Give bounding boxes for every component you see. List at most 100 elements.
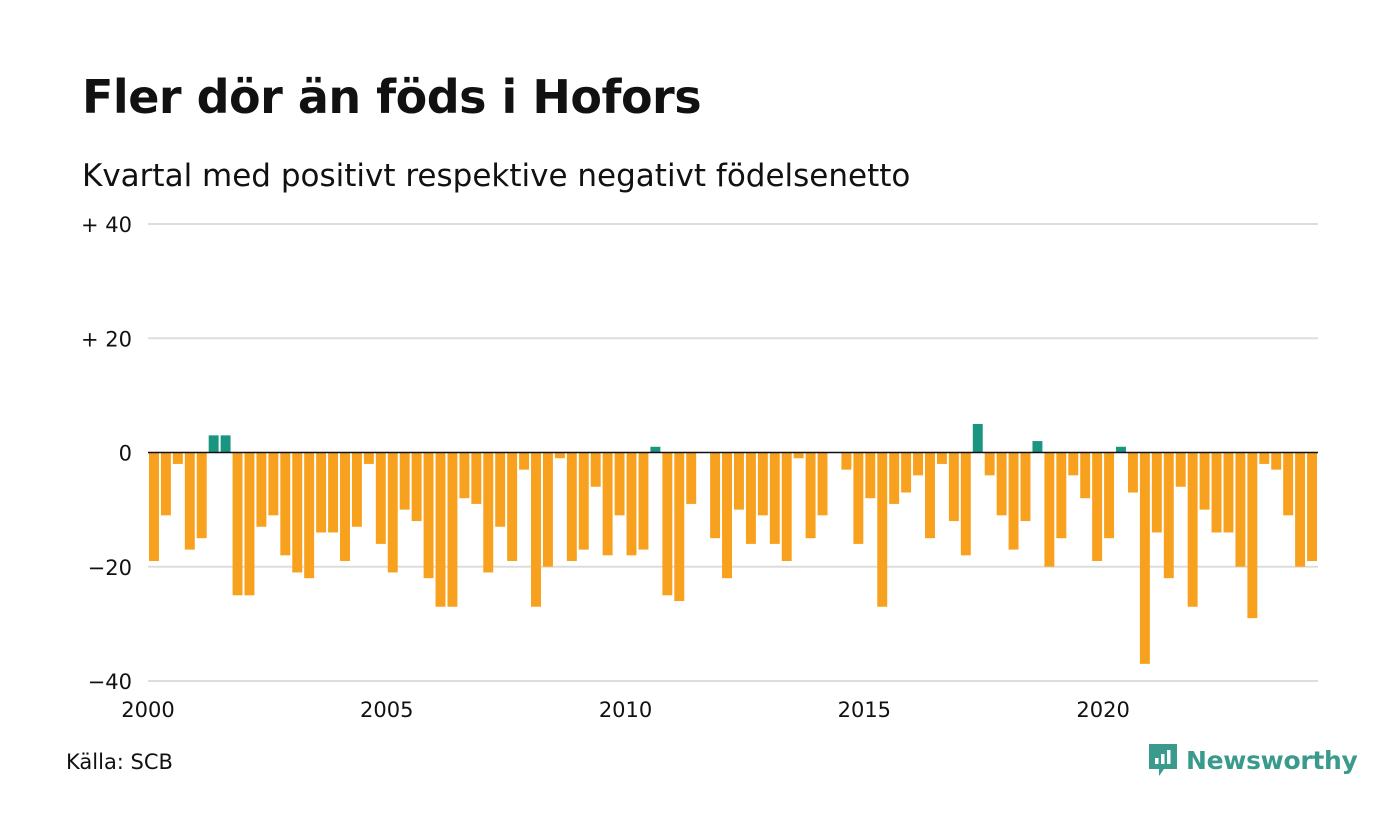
x-tick-label: 2010 bbox=[599, 698, 652, 722]
bar bbox=[1163, 452, 1174, 579]
bar bbox=[220, 435, 231, 453]
bar bbox=[149, 452, 159, 562]
bar bbox=[244, 452, 255, 596]
x-tick-label: 2005 bbox=[360, 698, 413, 722]
bar bbox=[757, 452, 768, 516]
bar bbox=[1151, 452, 1162, 533]
bar bbox=[447, 452, 458, 607]
bar bbox=[1044, 452, 1055, 567]
bar bbox=[1235, 452, 1246, 567]
bar bbox=[817, 452, 828, 516]
bar bbox=[901, 452, 912, 493]
x-tick-label: 2015 bbox=[838, 698, 891, 722]
bar bbox=[172, 452, 183, 464]
bar bbox=[351, 452, 362, 527]
bar bbox=[1068, 452, 1079, 476]
bar bbox=[1020, 452, 1031, 522]
bar bbox=[841, 452, 852, 470]
bar bbox=[1259, 452, 1270, 464]
bar bbox=[566, 452, 577, 562]
bar bbox=[805, 452, 816, 539]
bar bbox=[542, 452, 553, 567]
bar bbox=[913, 452, 924, 476]
bar bbox=[292, 452, 303, 573]
x-tick-label: 2020 bbox=[1076, 698, 1129, 722]
bar-chart: + 40 + 20 0 −20 −40 2000 2005 2010 2015 2020 bbox=[81, 213, 1318, 722]
bar bbox=[1247, 452, 1258, 619]
bar bbox=[578, 452, 589, 550]
bar bbox=[1127, 452, 1138, 493]
bar bbox=[519, 452, 530, 470]
bar bbox=[877, 452, 888, 607]
bar bbox=[399, 452, 410, 510]
bar bbox=[614, 452, 625, 516]
bar bbox=[208, 435, 219, 453]
bar bbox=[268, 452, 279, 516]
bar bbox=[328, 452, 339, 533]
bar bbox=[745, 452, 756, 544]
bar bbox=[1008, 452, 1019, 550]
bar bbox=[1032, 441, 1043, 453]
bar bbox=[160, 452, 171, 516]
bar bbox=[184, 452, 195, 550]
bar bbox=[340, 452, 350, 562]
chart-title: Fler dör än föds i Hofors bbox=[82, 70, 702, 124]
bar bbox=[280, 452, 291, 556]
bar bbox=[948, 452, 959, 522]
bar bbox=[387, 452, 398, 573]
newsworthy-logo-icon bbox=[1149, 744, 1177, 776]
bar bbox=[1283, 452, 1294, 516]
bar bbox=[650, 446, 661, 453]
bar bbox=[1092, 452, 1103, 562]
bar bbox=[1104, 452, 1115, 539]
bar bbox=[316, 452, 327, 533]
bar bbox=[435, 452, 446, 607]
bar bbox=[1295, 452, 1306, 567]
bar bbox=[232, 452, 243, 596]
gridlines bbox=[148, 223, 1318, 682]
bar bbox=[734, 452, 744, 510]
bar bbox=[1116, 446, 1126, 453]
bar bbox=[375, 452, 386, 544]
y-tick-label: 0 bbox=[119, 442, 132, 466]
bar bbox=[423, 452, 434, 579]
bars bbox=[149, 423, 1317, 664]
bar bbox=[722, 452, 732, 579]
brand-name: Newsworthy bbox=[1186, 745, 1358, 775]
x-tick-label: 2000 bbox=[121, 698, 174, 722]
bar bbox=[1223, 452, 1234, 533]
bar bbox=[925, 452, 935, 539]
y-tick-label: + 40 bbox=[81, 213, 132, 237]
bar bbox=[674, 452, 685, 602]
chart-subtitle: Kvartal med positivt respektive negativt… bbox=[82, 158, 911, 194]
bar bbox=[769, 452, 780, 544]
bar bbox=[1056, 452, 1067, 539]
bar bbox=[1187, 452, 1198, 607]
y-tick-label: −20 bbox=[88, 556, 132, 580]
y-tick-label: + 20 bbox=[81, 327, 132, 351]
bar bbox=[363, 452, 374, 464]
bar bbox=[710, 452, 721, 539]
bar bbox=[602, 452, 613, 556]
bar bbox=[865, 452, 876, 499]
axes: + 40 + 20 0 −20 −40 2000 2005 2010 2015 2020 bbox=[81, 213, 1318, 722]
brand-logo: Newsworthy bbox=[1148, 743, 1358, 777]
bar bbox=[590, 452, 601, 487]
bar bbox=[984, 452, 995, 476]
bar bbox=[554, 452, 565, 459]
bar bbox=[256, 452, 267, 527]
bar bbox=[1175, 452, 1186, 487]
bar bbox=[531, 452, 541, 607]
bar bbox=[507, 452, 518, 562]
bar bbox=[1199, 452, 1210, 510]
bar bbox=[1271, 452, 1282, 470]
bar bbox=[1139, 452, 1150, 664]
bar bbox=[411, 452, 422, 522]
bar bbox=[889, 452, 900, 504]
bar bbox=[853, 452, 864, 544]
bar bbox=[196, 452, 207, 539]
bar bbox=[936, 452, 947, 464]
bar bbox=[686, 452, 697, 504]
bar bbox=[972, 423, 983, 453]
bar bbox=[483, 452, 494, 573]
